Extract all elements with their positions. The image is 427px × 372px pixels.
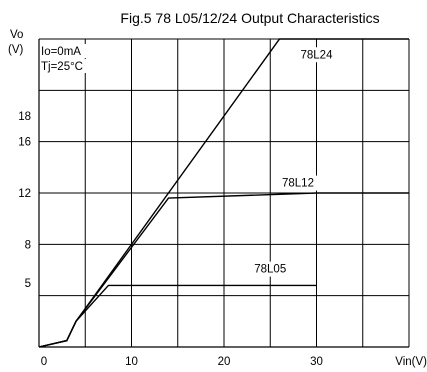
x-tick-label: 20 (218, 356, 231, 368)
condition-note: Io=0mA (41, 46, 81, 58)
x-axis-label: Vin(V) (395, 356, 427, 368)
series-label-backdrop (248, 261, 293, 277)
y-axis-unit: (V) (8, 44, 24, 56)
chart-labels: 78L05 78L12 78L24 Io=0mA Tj=25°C 18 16 12 8 5 0 10 2… (18, 44, 339, 368)
x-tick-label: 10 (125, 356, 138, 368)
chart-title: Fig.5 78 L05/12/24 Output Characteristic… (120, 10, 379, 26)
series-label-backdrop (276, 175, 320, 191)
series-label-78l12: 78L12 (282, 178, 314, 190)
x-tick-label: 30 (310, 356, 323, 368)
x-tick-label: 0 (41, 356, 47, 368)
y-tick-label: 8 (25, 239, 31, 251)
condition-backdrop (40, 44, 112, 58)
y-tick-label: 16 (18, 137, 31, 149)
series-lines (38, 38, 409, 348)
series-label-backdrop (294, 47, 339, 63)
y-tick-label: 5 (25, 278, 31, 290)
series-label-78l05: 78L05 (254, 264, 286, 276)
y-tick-label: 18 (18, 111, 31, 123)
y-tick-label: 12 (18, 188, 31, 200)
series-line-78l24 (38, 38, 409, 348)
condition-backdrop (40, 59, 112, 73)
y-axis-label: Vo (10, 29, 23, 41)
condition-note: Tj=25°C (41, 61, 83, 73)
series-label-78l24: 78L24 (301, 49, 334, 61)
